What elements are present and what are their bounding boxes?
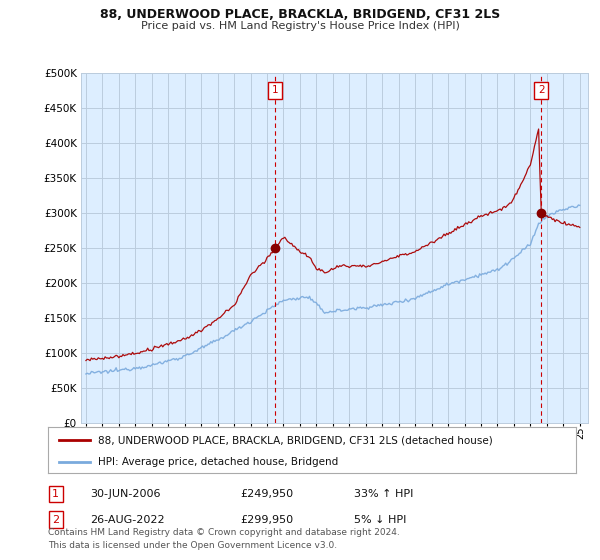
Text: £299,950: £299,950 xyxy=(240,515,293,525)
Text: 5% ↓ HPI: 5% ↓ HPI xyxy=(354,515,406,525)
Text: 2: 2 xyxy=(538,85,544,95)
Text: 1: 1 xyxy=(52,489,59,499)
Text: 2: 2 xyxy=(52,515,59,525)
Text: 1: 1 xyxy=(272,85,278,95)
Text: Contains HM Land Registry data © Crown copyright and database right 2024.
This d: Contains HM Land Registry data © Crown c… xyxy=(48,529,400,550)
Text: £249,950: £249,950 xyxy=(240,489,293,499)
Text: 88, UNDERWOOD PLACE, BRACKLA, BRIDGEND, CF31 2LS (detached house): 88, UNDERWOOD PLACE, BRACKLA, BRIDGEND, … xyxy=(98,435,493,445)
Text: Price paid vs. HM Land Registry's House Price Index (HPI): Price paid vs. HM Land Registry's House … xyxy=(140,21,460,31)
Text: 33% ↑ HPI: 33% ↑ HPI xyxy=(354,489,413,499)
Text: 30-JUN-2006: 30-JUN-2006 xyxy=(90,489,161,499)
Text: HPI: Average price, detached house, Bridgend: HPI: Average price, detached house, Brid… xyxy=(98,457,338,466)
Text: 26-AUG-2022: 26-AUG-2022 xyxy=(90,515,164,525)
Text: 88, UNDERWOOD PLACE, BRACKLA, BRIDGEND, CF31 2LS: 88, UNDERWOOD PLACE, BRACKLA, BRIDGEND, … xyxy=(100,8,500,21)
